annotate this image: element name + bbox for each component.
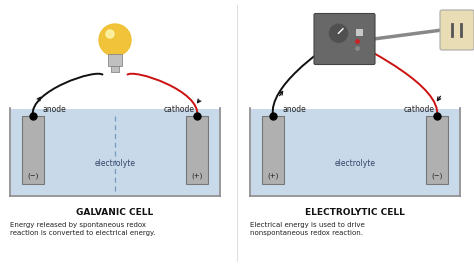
Text: Energy released by spontaneous redox
reaction is converted to electrical energy.: Energy released by spontaneous redox rea… (10, 222, 155, 236)
Bar (262, 116, 284, 184)
Text: electrolyte: electrolyte (335, 160, 375, 168)
FancyBboxPatch shape (314, 14, 375, 64)
Bar (186, 116, 208, 184)
Bar (251, 109, 459, 195)
Bar (108, 54, 122, 66)
Bar (355, 28, 363, 36)
Circle shape (99, 24, 131, 56)
Bar (11, 109, 219, 195)
FancyBboxPatch shape (440, 10, 474, 50)
Text: (+): (+) (267, 173, 279, 179)
Text: ELECTROLYTIC CELL: ELECTROLYTIC CELL (305, 208, 405, 217)
Bar (111, 66, 119, 72)
Text: anode: anode (43, 105, 67, 114)
Text: GALVANIC CELL: GALVANIC CELL (76, 208, 154, 217)
Text: cathode: cathode (164, 105, 195, 114)
Text: anode: anode (283, 105, 307, 114)
Text: cathode: cathode (404, 105, 435, 114)
Circle shape (329, 24, 347, 42)
Text: Electrical energy is used to drive
nonspontaneous redox reaction.: Electrical energy is used to drive nonsp… (250, 222, 365, 236)
Text: electrolyte: electrolyte (94, 160, 136, 168)
Text: (−): (−) (431, 173, 443, 179)
Text: (+): (+) (191, 173, 203, 179)
Bar (22, 116, 44, 184)
Circle shape (106, 30, 114, 38)
Bar (426, 116, 448, 184)
Text: (−): (−) (27, 173, 39, 179)
